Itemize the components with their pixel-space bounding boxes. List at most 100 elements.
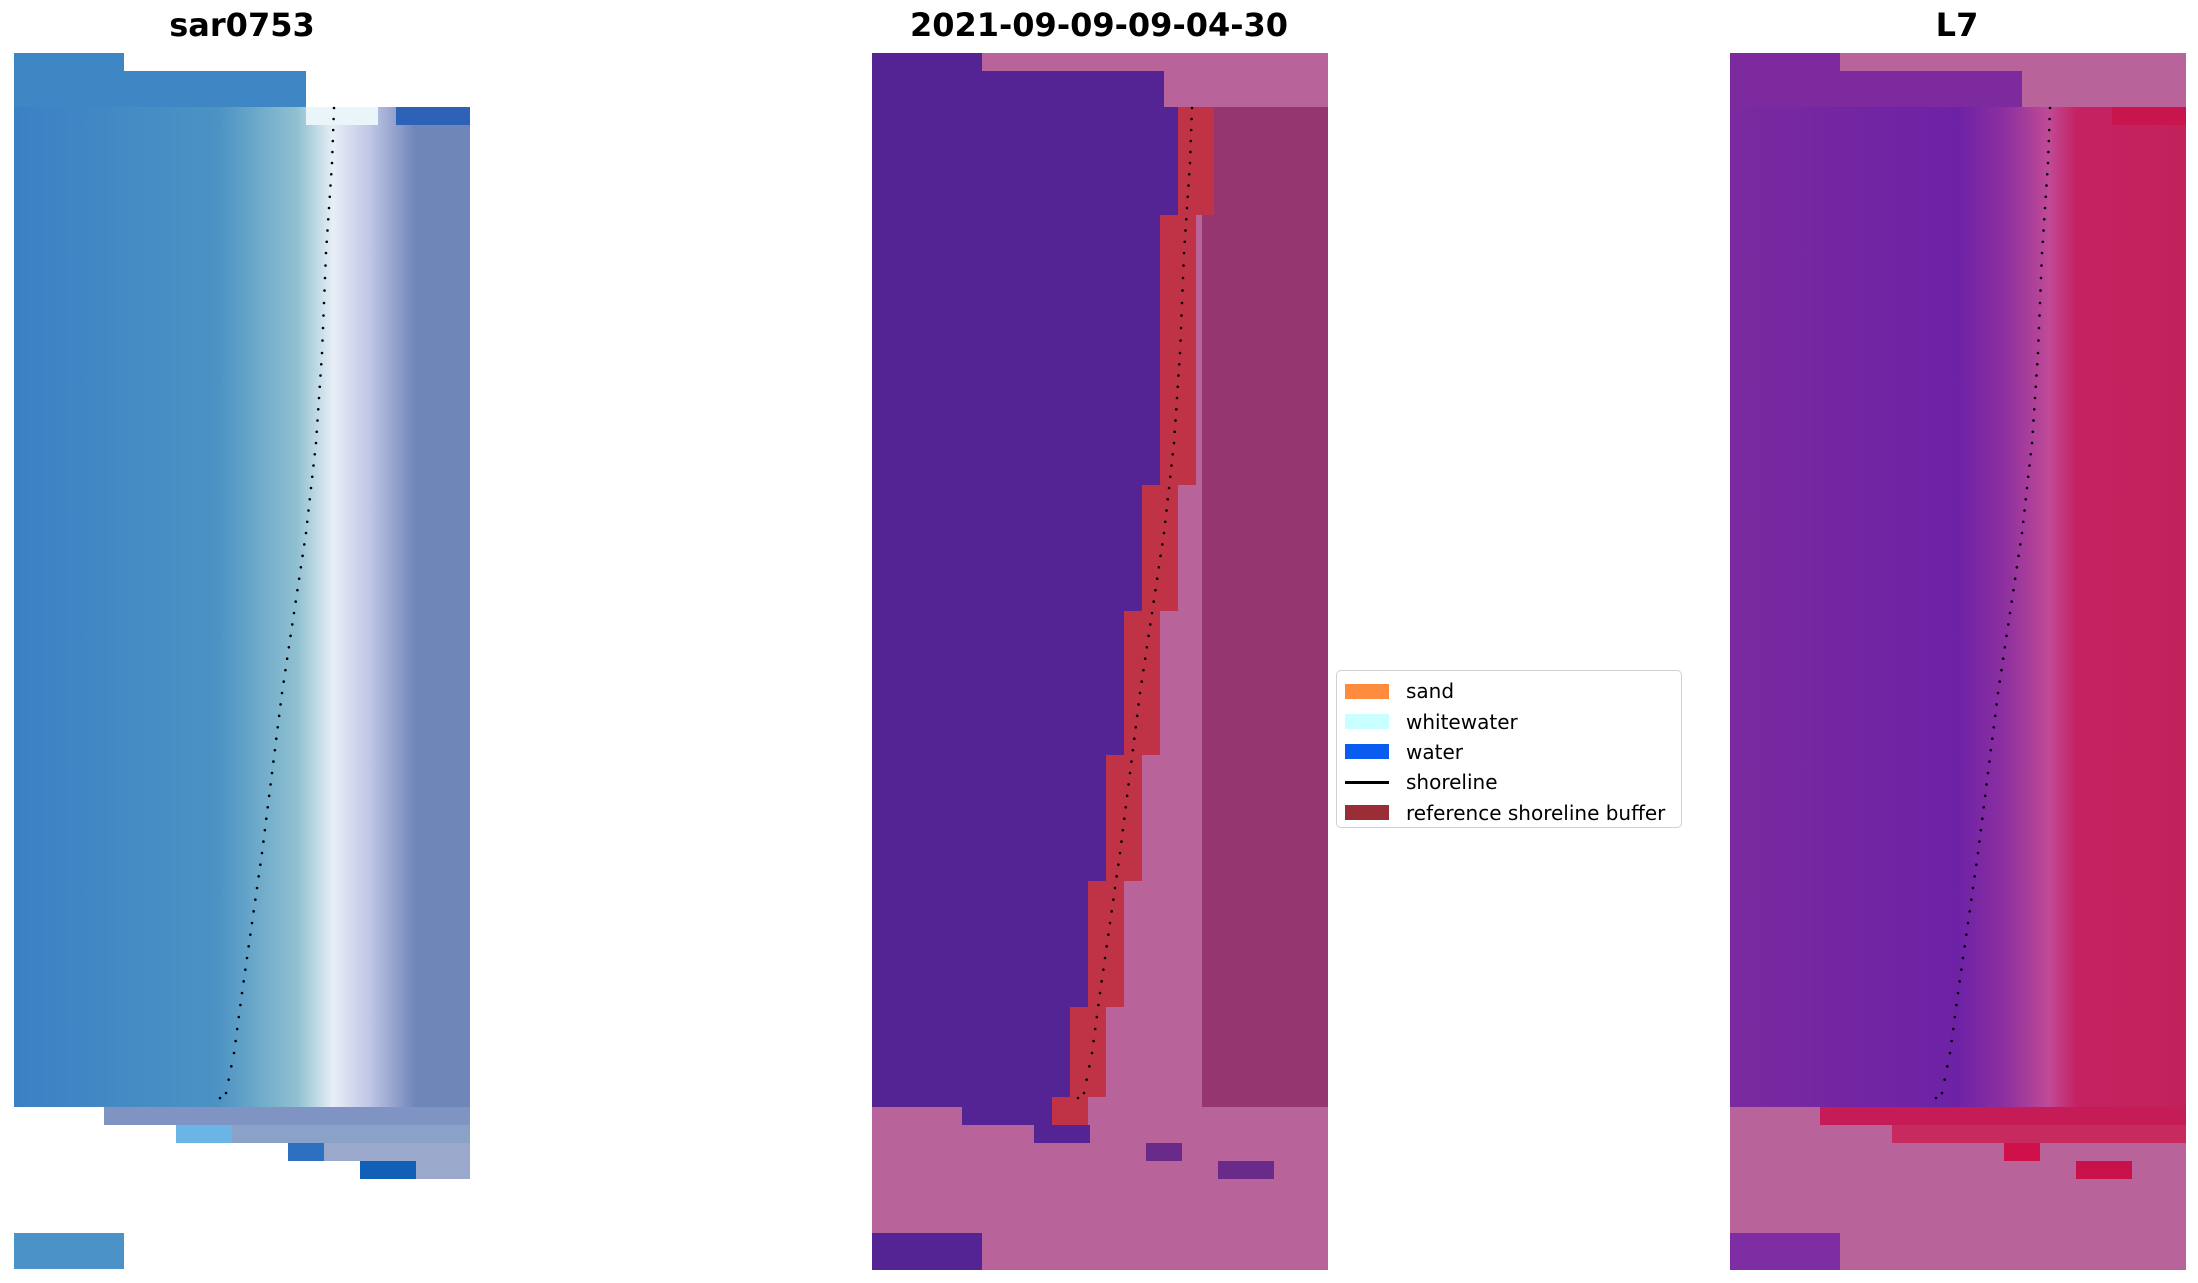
water-area (872, 107, 1178, 1133)
shoreline-dot (1976, 851, 1980, 855)
shoreline-dot (2039, 276, 2043, 280)
shoreline-dot (1189, 139, 1193, 143)
index-image-body (1730, 53, 2186, 1270)
shoreline-dot (324, 264, 327, 267)
shoreline-dot (1186, 195, 1190, 199)
shoreline-dot (2048, 106, 2052, 110)
shoreline-dot (227, 1078, 230, 1081)
buffer-cell (1142, 485, 1178, 503)
water-cell (872, 143, 1178, 161)
shoreline-dot (1171, 452, 1175, 456)
shoreline-dot (292, 611, 296, 615)
buffer-cell (1070, 1079, 1106, 1097)
shoreline-dot (1088, 1065, 1091, 1068)
buffer-cell (1160, 323, 1196, 341)
water-cell (872, 935, 1088, 953)
buffer-cell (1088, 971, 1124, 989)
shoreline-dot (1097, 1003, 1100, 1007)
shoreline-dot (1986, 771, 1990, 775)
shoreline-dot (1165, 509, 1168, 512)
shoreline-dot (264, 817, 268, 821)
classified-image-canvas (872, 53, 1328, 1270)
shoreline-dot (234, 1039, 237, 1043)
shoreline-dot (326, 229, 329, 232)
water-cell (872, 899, 1088, 917)
shoreline-dot (301, 554, 304, 558)
sand-swatch (1345, 683, 1389, 699)
shoreline-dot (320, 351, 324, 355)
water-cell (872, 755, 1106, 773)
water-cell (872, 629, 1124, 647)
shoreline-dot (2005, 634, 2008, 638)
detected-shoreline (1076, 106, 1194, 1100)
shoreline-dot (322, 301, 326, 305)
shoreline-dot (2033, 396, 2037, 400)
shoreline-dot (2023, 509, 2026, 512)
water-cell (872, 665, 1124, 683)
legend-label: shoreline (1406, 770, 1498, 795)
shoreline-dot (1978, 840, 1981, 843)
shoreline-dot (272, 760, 275, 763)
shoreline-dot (2045, 184, 2048, 187)
shoreline-dot (2006, 623, 2010, 626)
shoreline-dot (328, 195, 332, 199)
shoreline-dot (2041, 240, 2045, 244)
shoreline-dot (254, 898, 257, 901)
shoreline-dot (1115, 875, 1118, 878)
water-cell (872, 323, 1160, 341)
image-strip (396, 107, 470, 125)
shoreline-dot (323, 276, 327, 280)
shoreline-dot (321, 339, 324, 342)
shoreline-dot (267, 794, 271, 798)
water-cell (872, 395, 1160, 413)
water-swatch (1345, 744, 1389, 760)
water-cell (872, 1043, 1070, 1061)
shoreline-dot (1177, 374, 1180, 377)
buffer-cell (1106, 827, 1142, 845)
panel-title-classified: 2021-09-09-09-04-30 (909, 6, 1289, 44)
shoreline-dot (1187, 172, 1191, 176)
land-area (872, 1107, 962, 1125)
shoreline-dot (1135, 714, 1139, 718)
shoreline-dot (1090, 1051, 1094, 1055)
water-cell (872, 773, 1106, 791)
shoreline-dot (252, 910, 255, 913)
water-area (1034, 1125, 1090, 1143)
shoreline-dot (1167, 486, 1171, 490)
water-cell (872, 413, 1160, 431)
shoreline-dot (1179, 339, 1182, 342)
water-area (872, 71, 1164, 107)
shoreline-dot (240, 991, 244, 995)
shoreline-dot (2024, 497, 2028, 501)
shoreline-dot (1979, 828, 1983, 832)
shoreline-dot (1132, 737, 1136, 741)
buffer-cell (1088, 989, 1124, 1007)
detected-shoreline (1934, 106, 2052, 1100)
buffer-cell (1124, 719, 1160, 737)
shoreline-dot (327, 206, 331, 210)
shoreline-dot (2037, 339, 2040, 342)
index-area (2112, 107, 2186, 125)
shoreline-dot (319, 362, 323, 366)
buffer-cell (1142, 575, 1178, 593)
shoreline-dot (1082, 1091, 1086, 1095)
shoreline-dot (304, 531, 308, 535)
shoreline-dot (263, 828, 267, 832)
shoreline-dot (1121, 828, 1125, 832)
classified-image-body (872, 53, 1328, 1270)
buffer-cell (1160, 449, 1196, 467)
shoreline-dot (1982, 805, 1986, 809)
index-area (1892, 1125, 2186, 1143)
image-strip (416, 1161, 470, 1179)
shoreline-dot (299, 565, 303, 569)
shoreline-dot (1122, 817, 1126, 821)
shoreline-dot (321, 326, 325, 330)
shoreline-dot (2035, 362, 2039, 366)
image-strip (14, 107, 470, 1107)
shoreline-dot (1092, 1039, 1095, 1043)
shoreline-dot (276, 725, 280, 729)
shoreline-dot (2048, 117, 2051, 121)
shoreline-dot (270, 771, 274, 775)
shoreline-dot (1093, 1027, 1097, 1031)
shoreline-dot (1163, 520, 1167, 524)
